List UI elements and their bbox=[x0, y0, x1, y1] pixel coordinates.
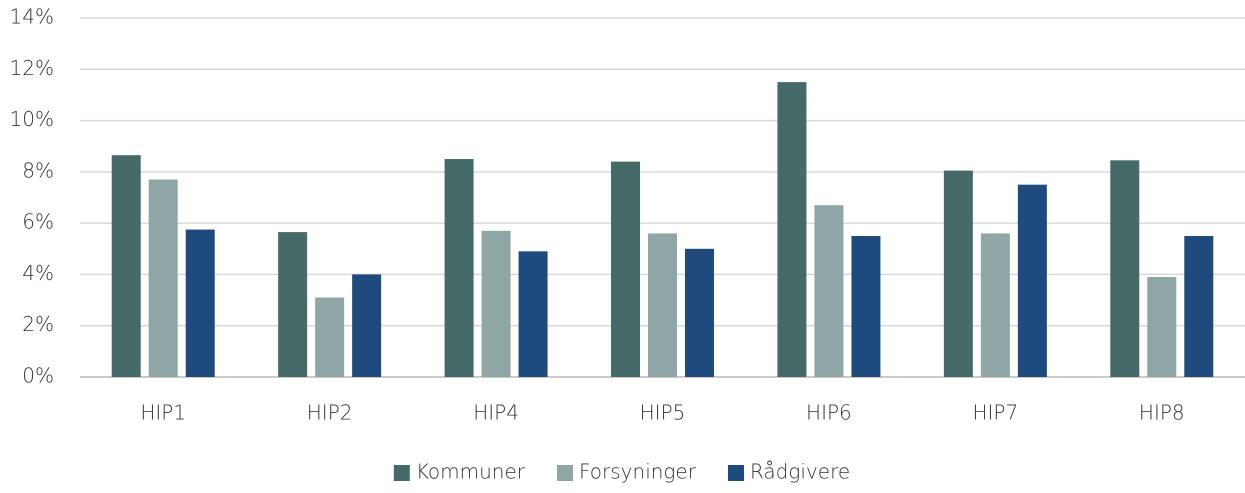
y-tick-label: 0% bbox=[22, 364, 54, 388]
bar bbox=[185, 229, 215, 377]
y-tick-label: 4% bbox=[22, 261, 54, 285]
x-tick-label: HIP8 bbox=[1139, 401, 1185, 425]
y-tick-label: 14% bbox=[10, 5, 54, 29]
bar bbox=[777, 82, 807, 377]
bar bbox=[943, 170, 973, 377]
bar bbox=[148, 179, 178, 377]
bar bbox=[980, 233, 1010, 377]
bar bbox=[315, 297, 345, 377]
legend-swatch bbox=[727, 465, 744, 481]
bar bbox=[518, 251, 548, 377]
y-tick-label: 6% bbox=[22, 210, 54, 234]
x-tick-label: HIP5 bbox=[640, 401, 686, 425]
bar bbox=[1184, 235, 1214, 377]
x-tick-label: HIP2 bbox=[307, 401, 353, 425]
y-tick-label: 12% bbox=[10, 56, 54, 80]
bar bbox=[481, 230, 511, 377]
bar bbox=[814, 205, 844, 377]
bar bbox=[648, 233, 677, 377]
x-tick-label: HIP1 bbox=[140, 401, 186, 425]
y-tick-label: 2% bbox=[22, 312, 54, 336]
legend-label: Kommuner bbox=[416, 460, 526, 484]
bar bbox=[278, 232, 308, 377]
legend-label: Rådgivere bbox=[750, 460, 850, 484]
x-tick-label: HIP7 bbox=[972, 401, 1018, 425]
bar bbox=[1147, 276, 1177, 377]
y-tick-label: 10% bbox=[10, 107, 54, 131]
bar bbox=[611, 161, 640, 377]
legend-swatch bbox=[393, 465, 410, 481]
x-tick-label: HIP4 bbox=[473, 401, 519, 425]
legend-label: Forsyninger bbox=[579, 460, 697, 484]
bar bbox=[111, 155, 141, 377]
x-tick-label: HIP6 bbox=[806, 401, 852, 425]
bar bbox=[685, 248, 714, 377]
bar bbox=[1017, 184, 1047, 377]
bar bbox=[851, 235, 881, 377]
bar bbox=[444, 159, 474, 377]
legend-swatch bbox=[557, 465, 574, 481]
bar bbox=[1110, 160, 1140, 377]
bar bbox=[352, 274, 382, 377]
y-tick-label: 8% bbox=[22, 158, 54, 182]
